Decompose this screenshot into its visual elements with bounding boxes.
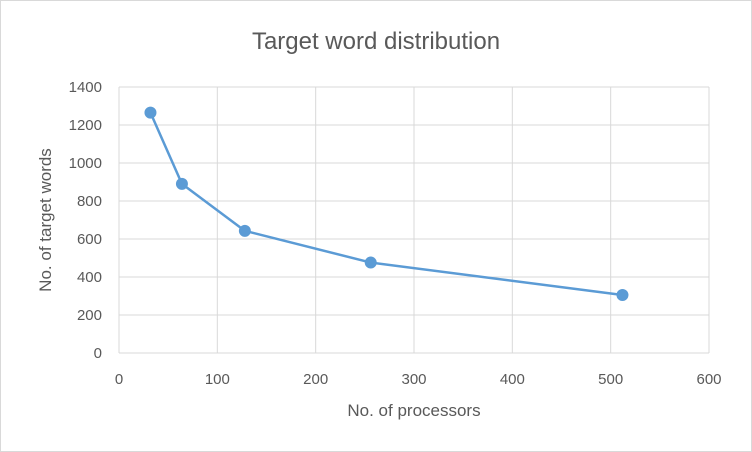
y-axis-title: No. of target words: [36, 148, 55, 292]
y-tick-labels: 0 200 400 600 800 1000 1200 1400: [69, 79, 102, 362]
y-tick-label: 1000: [69, 155, 102, 172]
y-tick-label: 800: [77, 193, 102, 210]
series-layer: [144, 106, 629, 302]
x-tick-label: 100: [205, 371, 230, 388]
data-point: [175, 177, 188, 190]
x-tick-label: 0: [115, 371, 123, 388]
x-tick-label: 300: [401, 371, 426, 388]
chart-title: Target word distribution: [252, 28, 500, 55]
y-tick-label: 600: [77, 231, 102, 248]
y-tick-label: 400: [77, 269, 102, 286]
x-tick-labels: 0 100 200 300 400 500 600: [115, 371, 722, 388]
x-tick-label: 600: [696, 371, 721, 388]
x-axis-title: No. of processors: [347, 401, 480, 420]
data-point: [144, 106, 157, 119]
data-point: [616, 289, 629, 302]
x-tick-label: 500: [598, 371, 623, 388]
y-tick-label: 1200: [69, 117, 102, 134]
x-tick-label: 400: [500, 371, 525, 388]
data-point: [364, 256, 377, 269]
y-tick-label: 1400: [69, 79, 102, 96]
x-tick-label: 200: [303, 371, 328, 388]
y-tick-label: 0: [94, 345, 102, 362]
series-line: [149, 112, 623, 297]
y-tick-label: 200: [77, 307, 102, 324]
grid-lines: [118, 86, 710, 354]
data-point: [238, 224, 251, 237]
